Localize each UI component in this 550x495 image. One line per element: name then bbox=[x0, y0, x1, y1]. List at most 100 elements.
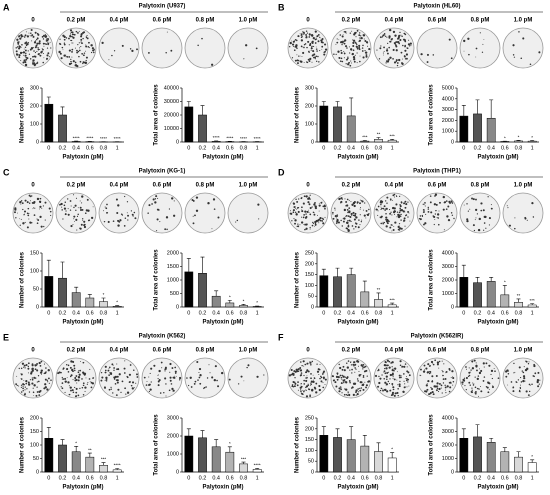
y-axis-label: Number of colonies bbox=[20, 416, 26, 473]
colony-dot bbox=[16, 375, 18, 377]
panel-letter: B bbox=[278, 2, 285, 12]
colony-dot bbox=[393, 61, 397, 64]
colony-dot bbox=[536, 379, 540, 382]
colony-dot bbox=[364, 202, 366, 204]
colony-dot bbox=[387, 42, 389, 45]
colony-dot bbox=[340, 49, 342, 52]
y-tick-label: 0 bbox=[176, 304, 179, 310]
colony-dot bbox=[470, 391, 473, 394]
colony-dot bbox=[77, 50, 80, 53]
dish-label: 1.0 pM bbox=[514, 183, 533, 189]
colony-dot bbox=[438, 387, 441, 391]
colony-dot bbox=[314, 38, 317, 41]
colony-dot bbox=[81, 208, 84, 211]
colony-dot bbox=[71, 389, 74, 392]
colony-dot bbox=[110, 372, 113, 374]
colony-dot bbox=[435, 209, 437, 212]
colony-dot bbox=[86, 34, 88, 37]
colony-dot bbox=[352, 393, 355, 396]
colony-dot bbox=[474, 392, 477, 395]
colony-dot bbox=[471, 389, 473, 391]
colony-dot bbox=[391, 369, 394, 372]
colony-dot bbox=[305, 377, 307, 379]
colony-dot bbox=[513, 372, 515, 374]
colony-dot bbox=[309, 228, 311, 230]
dish-label: 1.0 pM bbox=[239, 348, 258, 354]
bar bbox=[239, 305, 248, 308]
colony-dot bbox=[343, 369, 346, 372]
dish-label: 0.8 pM bbox=[196, 18, 215, 24]
colony-dot bbox=[432, 393, 435, 396]
error-bar bbox=[214, 439, 219, 447]
colony-dot bbox=[85, 36, 87, 38]
colony-dot bbox=[19, 37, 22, 40]
dish-label: 0.6 pM bbox=[428, 348, 447, 354]
colony-dot bbox=[320, 41, 323, 44]
colony-dot bbox=[321, 38, 324, 41]
colony-dot bbox=[173, 214, 176, 217]
colony-dot bbox=[124, 195, 126, 198]
colony-dot bbox=[356, 52, 358, 54]
colony-dot bbox=[319, 50, 321, 52]
colony-dot bbox=[22, 222, 25, 225]
colony-dot bbox=[335, 217, 337, 219]
colony-dot bbox=[408, 385, 410, 387]
y-tick-label: 1000 bbox=[167, 451, 179, 457]
colony-dot bbox=[203, 386, 206, 389]
colony-dot bbox=[295, 45, 297, 47]
colony-dot bbox=[22, 385, 24, 387]
colony-dot bbox=[318, 61, 320, 63]
bar bbox=[473, 282, 482, 308]
dish-label: 0.6 pM bbox=[153, 183, 172, 189]
colony-dot bbox=[309, 57, 312, 60]
dish bbox=[227, 192, 269, 234]
error-bar bbox=[74, 446, 79, 452]
colony-dot bbox=[88, 219, 91, 222]
colony-dot bbox=[380, 387, 383, 390]
error-bar bbox=[101, 297, 106, 302]
colony-dot bbox=[216, 379, 218, 382]
colony-dot bbox=[357, 380, 359, 382]
x-tick-label: 0.8 bbox=[100, 310, 108, 316]
significance: * bbox=[75, 441, 77, 446]
colony-dot bbox=[513, 362, 515, 365]
colony-dot bbox=[20, 203, 22, 205]
colony-dot bbox=[40, 360, 43, 363]
colony-dot bbox=[386, 359, 389, 362]
colony-dot bbox=[192, 215, 194, 217]
colony-dot bbox=[396, 195, 398, 198]
colony-dot bbox=[355, 32, 357, 33]
error-bar bbox=[60, 261, 65, 279]
x-tick-label: 0.6 bbox=[361, 145, 369, 151]
colony-dot bbox=[345, 205, 347, 207]
colony-dot bbox=[392, 229, 395, 231]
y-tick-label: 0 bbox=[311, 139, 314, 145]
colony-dot bbox=[22, 383, 25, 386]
colony-dot bbox=[395, 203, 398, 206]
colony-dot bbox=[485, 386, 488, 388]
colony-dot bbox=[324, 216, 326, 218]
colony-dot bbox=[403, 55, 406, 57]
colony-dot bbox=[71, 33, 74, 36]
colony-dot bbox=[300, 34, 303, 36]
colony-dot bbox=[386, 372, 389, 374]
colony-dot bbox=[172, 376, 175, 379]
colony-dot bbox=[299, 369, 302, 372]
significance: ** bbox=[517, 293, 521, 298]
colony-dot bbox=[76, 51, 79, 54]
colony-dot bbox=[309, 198, 311, 200]
bar bbox=[252, 306, 262, 308]
colony-dot bbox=[391, 383, 394, 385]
colony-dot bbox=[321, 373, 324, 375]
colony-dot bbox=[157, 209, 160, 211]
colony-dot bbox=[131, 213, 134, 216]
colony-dot bbox=[290, 368, 293, 372]
colony-dot bbox=[82, 37, 84, 40]
colony-dot bbox=[33, 395, 35, 397]
colony-dot bbox=[301, 56, 303, 57]
colony-dot bbox=[47, 381, 49, 383]
colony-dot bbox=[313, 203, 316, 206]
colony-dot bbox=[305, 213, 307, 215]
colony-dot bbox=[399, 380, 401, 383]
y-tick-label: 2000 bbox=[167, 250, 179, 256]
